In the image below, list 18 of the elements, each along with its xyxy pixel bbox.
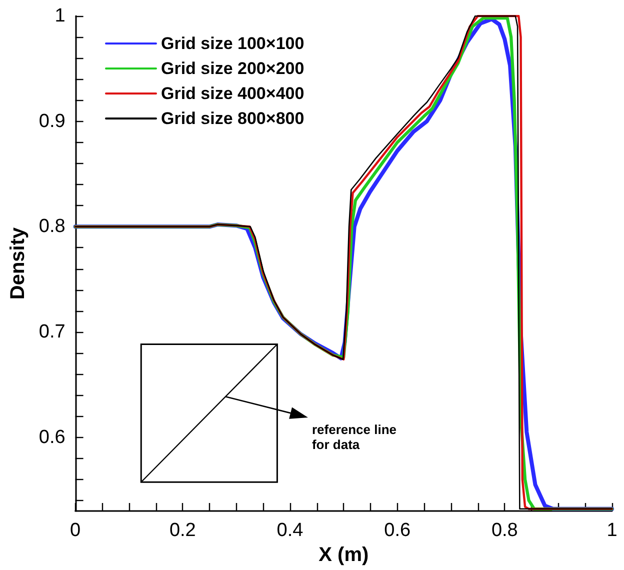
y-tick-label: 0.9 xyxy=(38,110,66,132)
legend-label: Grid size 100×100 xyxy=(161,34,304,53)
x-tick-label: 0.2 xyxy=(169,520,196,541)
x-axis-title: X (m) xyxy=(318,544,369,566)
x-tick-label: 0.8 xyxy=(491,520,518,541)
legend-label: Grid size 400×400 xyxy=(161,84,304,103)
y-tick-label: 0.8 xyxy=(38,216,66,238)
x-tick-label: 0.6 xyxy=(384,520,411,541)
y-tick-label: 1 xyxy=(54,6,66,26)
y-axis-title: Density xyxy=(7,226,29,300)
annotation: reference line for data xyxy=(312,422,398,452)
y-tick-label: 0.7 xyxy=(38,321,66,342)
y-tick-label: 0.6 xyxy=(38,426,66,448)
legend-label: Grid size 200×200 xyxy=(161,59,304,78)
x-tick-label: 0.4 xyxy=(276,520,304,541)
legend-label: Grid size 800×800 xyxy=(161,109,304,128)
x-tick-label: 0 xyxy=(70,520,81,541)
x-tick-label: 1 xyxy=(606,520,618,541)
